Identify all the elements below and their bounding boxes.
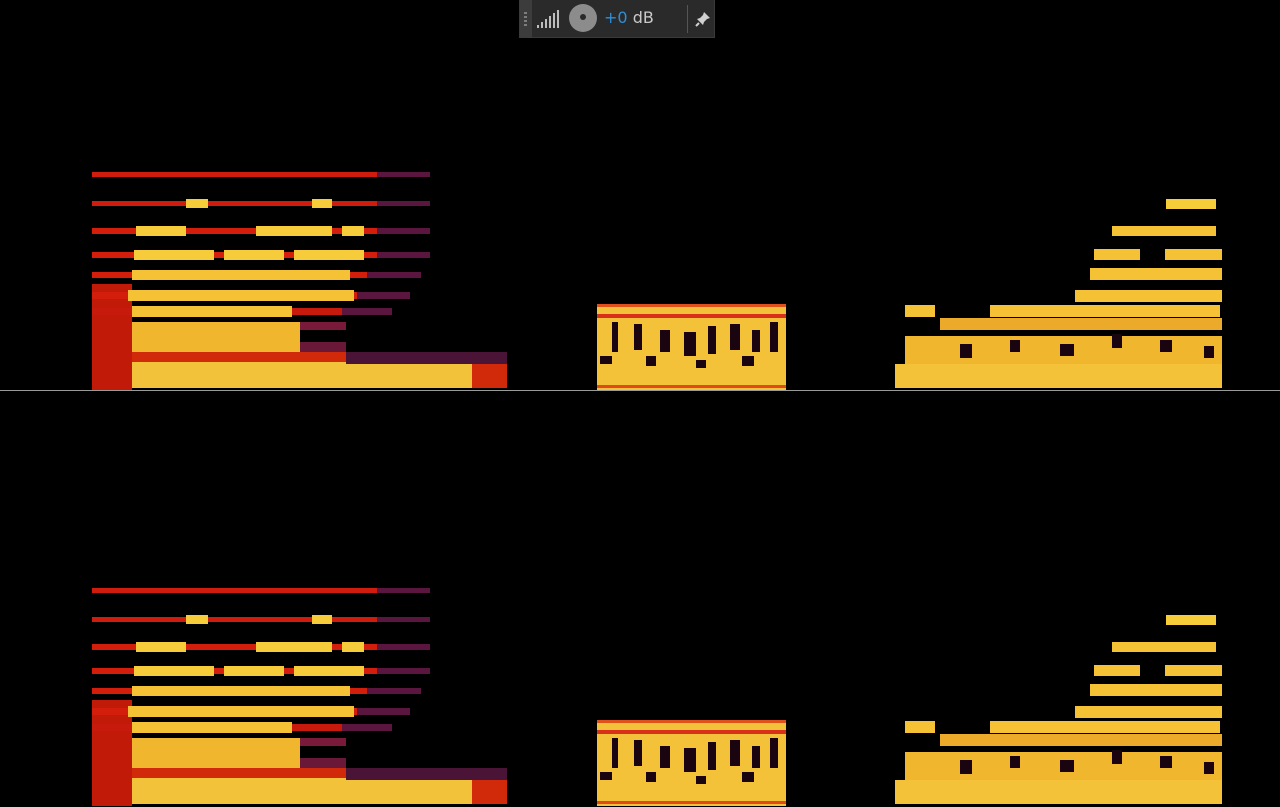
gain-unit: dB — [633, 8, 654, 27]
channel-divider[interactable] — [0, 390, 1280, 391]
level-meter-icon — [537, 8, 563, 28]
pin-icon[interactable] — [693, 9, 713, 29]
audio-clip-2 — [597, 720, 786, 806]
gain-value: +0 — [604, 8, 628, 27]
audio-clip-2 — [597, 304, 786, 390]
audio-clip-1 — [92, 172, 507, 390]
channel-top[interactable] — [92, 172, 1222, 390]
gain-toolbar: +0 dB — [519, 0, 715, 38]
drag-handle[interactable] — [520, 0, 532, 38]
gain-knob-icon[interactable] — [569, 4, 597, 32]
audio-clip-3 — [895, 615, 1222, 804]
gain-readout[interactable]: +0 dB — [604, 8, 654, 27]
audio-clip-3 — [895, 199, 1222, 388]
audio-clip-1 — [92, 588, 507, 806]
toolbar-separator — [687, 5, 688, 33]
channel-bottom[interactable] — [92, 588, 1222, 806]
